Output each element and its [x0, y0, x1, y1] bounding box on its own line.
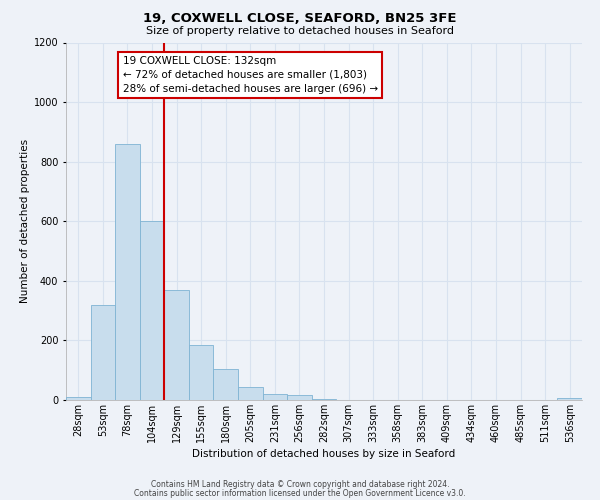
Bar	[164, 290, 189, 400]
Text: Size of property relative to detached houses in Seaford: Size of property relative to detached ho…	[146, 26, 454, 36]
Bar	[214, 368, 238, 400]
X-axis label: Distribution of detached houses by size in Seaford: Distribution of detached houses by size …	[193, 449, 455, 459]
Bar	[115, 144, 140, 400]
Bar	[312, 398, 336, 400]
Bar	[91, 304, 115, 400]
Bar	[66, 397, 91, 400]
Text: 19, COXWELL CLOSE, SEAFORD, BN25 3FE: 19, COXWELL CLOSE, SEAFORD, BN25 3FE	[143, 12, 457, 26]
Bar	[557, 398, 582, 400]
Bar	[263, 394, 287, 400]
Bar	[238, 386, 263, 400]
Bar	[140, 221, 164, 400]
Text: Contains HM Land Registry data © Crown copyright and database right 2024.: Contains HM Land Registry data © Crown c…	[151, 480, 449, 489]
Text: 19 COXWELL CLOSE: 132sqm
← 72% of detached houses are smaller (1,803)
28% of sem: 19 COXWELL CLOSE: 132sqm ← 72% of detach…	[122, 56, 377, 94]
Bar	[189, 345, 214, 400]
Bar	[287, 394, 312, 400]
Text: Contains public sector information licensed under the Open Government Licence v3: Contains public sector information licen…	[134, 488, 466, 498]
Y-axis label: Number of detached properties: Number of detached properties	[20, 139, 29, 304]
